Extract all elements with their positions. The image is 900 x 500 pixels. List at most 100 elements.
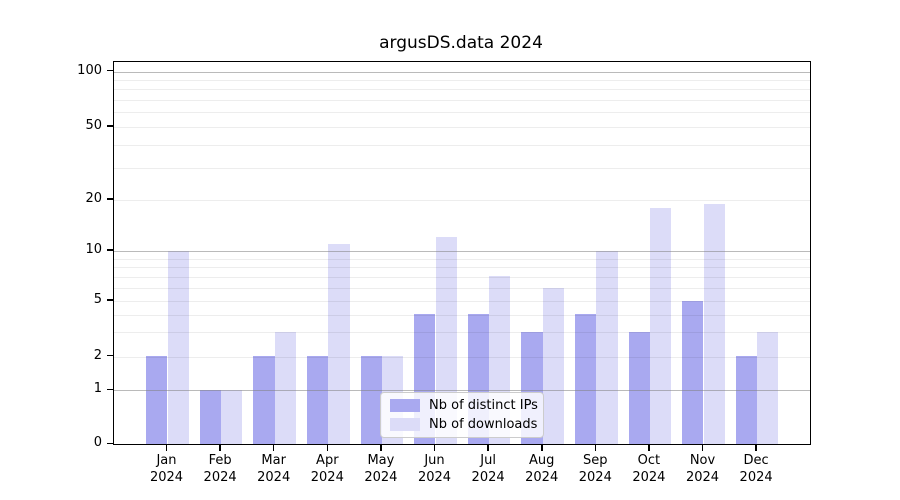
x-label-month: May (367, 453, 395, 469)
y-tick-100 (107, 69, 113, 72)
x-tick-label-jan: Jan 2024 (127, 452, 207, 486)
x-label-year: 2024 (578, 470, 612, 486)
bar-downloads-nov (703, 203, 725, 444)
bar-downloads-oct (649, 207, 672, 444)
y-tick-2 (107, 354, 113, 357)
minor-gridline-3 (114, 332, 810, 334)
y-tick-label-20: 20 (85, 191, 102, 206)
x-label-year: 2024 (310, 470, 344, 486)
bar-downloads-aug (542, 287, 565, 444)
minor-gridline-90 (114, 79, 810, 81)
bar-downloads-dec (757, 331, 779, 444)
x-label-month: Feb (208, 453, 232, 469)
legend: Nb of distinct IPs Nb of downloads (380, 392, 544, 438)
bar-ips-jan (146, 356, 168, 444)
bar-ips-nov (682, 300, 704, 444)
x-tick-oct (648, 444, 650, 451)
legend-swatch-downloads-icon (390, 418, 420, 431)
y-tick-50 (107, 125, 113, 127)
major-gridline-1 (114, 390, 810, 392)
major-gridline-10 (114, 251, 810, 252)
y-tick-1 (107, 388, 113, 391)
y-tick-label-100: 100 (77, 62, 102, 78)
y-tick-label-10: 10 (85, 242, 102, 257)
bar-downloads-jan (167, 250, 189, 444)
minor-gridline-9 (114, 258, 810, 260)
x-tick-jun (433, 444, 436, 451)
x-label-month: Jul (480, 453, 496, 469)
x-tick-sep (594, 444, 596, 451)
y-tick-label-50: 50 (85, 118, 102, 133)
x-label-year: 2024 (739, 470, 773, 486)
minor-gridline-60 (114, 112, 810, 114)
x-tick-label-aug: Aug 2024 (502, 452, 582, 486)
x-tick-label-oct: Oct 2024 (609, 452, 689, 486)
minor-gridline-80 (114, 89, 810, 91)
legend-item-downloads: Nb of downloads (390, 417, 538, 432)
minor-gridline-40 (114, 144, 810, 146)
y-tick-5 (107, 299, 113, 301)
major-gridline-100 (114, 71, 810, 73)
x-tick-label-jul: Jul 2024 (448, 452, 528, 486)
x-label-month: Aug (528, 453, 555, 469)
y-tick-0 (107, 442, 113, 445)
x-label-year: 2024 (257, 470, 291, 486)
x-label-year: 2024 (417, 470, 452, 486)
x-tick-label-jun: Jun 2024 (395, 452, 475, 486)
legend-swatch-ips-icon (390, 399, 420, 412)
bar-downloads-feb (221, 390, 243, 444)
minor-gridline-20 (114, 200, 810, 201)
y-tick-20 (107, 198, 113, 200)
bar-ips-oct (628, 331, 650, 444)
y-tick-label-0: 0 (93, 435, 102, 451)
x-label-year: 2024 (685, 470, 720, 486)
x-tick-jan (165, 444, 168, 451)
legend-label-downloads: Nb of downloads (429, 417, 538, 432)
x-tick-label-mar: Mar 2024 (234, 452, 314, 486)
legend-label-distinct-ips: Nb of distinct IPs (429, 398, 538, 413)
x-tick-mar (272, 444, 275, 451)
minor-gridline-2 (114, 356, 810, 358)
x-label-month: Jun (424, 453, 445, 469)
bar-ips-apr (306, 356, 329, 444)
x-tick-label-dec: Dec 2024 (716, 452, 796, 486)
minor-gridline-30 (114, 167, 810, 169)
x-tick-aug (541, 444, 543, 451)
x-tick-nov (701, 444, 704, 451)
legend-item-distinct-ips: Nb of distinct IPs (390, 398, 538, 413)
x-label-month: Sep (583, 453, 608, 469)
x-label-year: 2024 (364, 470, 398, 486)
minor-gridline-7 (114, 276, 810, 278)
x-label-year: 2024 (149, 470, 184, 486)
y-tick-label-5: 5 (93, 292, 102, 307)
bar-ips-dec (735, 356, 758, 444)
minor-gridline-70 (114, 100, 810, 102)
minor-gridline-4 (114, 314, 810, 316)
x-label-year: 2024 (203, 470, 237, 486)
x-tick-may (380, 444, 382, 451)
x-label-month: Mar (261, 453, 286, 469)
x-label-year: 2024 (525, 470, 559, 486)
x-tick-apr (326, 444, 329, 451)
bar-downloads-mar (274, 331, 297, 444)
x-label-year: 2024 (632, 470, 666, 486)
x-label-month: Nov (689, 453, 716, 469)
x-label-month: Apr (316, 453, 339, 469)
bar-downloads-sep (596, 250, 618, 444)
bar-ips-sep (574, 314, 597, 444)
bar-ips-may (360, 356, 382, 444)
plot-area (113, 61, 811, 445)
x-tick-label-sep: Sep 2024 (555, 452, 635, 486)
minor-gridline-6 (114, 287, 810, 289)
x-tick-label-may: May 2024 (341, 452, 421, 486)
x-label-month: Dec (743, 453, 769, 469)
chart-title: argusDS.data 2024 (379, 33, 543, 53)
x-tick-label-feb: Feb 2024 (180, 452, 260, 486)
bar-ips-feb (199, 390, 222, 444)
y-tick-label-1: 1 (93, 381, 102, 397)
bar-ips-mar (253, 356, 275, 444)
x-label-year: 2024 (471, 470, 505, 486)
x-label-month: Jan (156, 453, 177, 469)
x-tick-label-apr: Apr 2024 (287, 452, 367, 486)
